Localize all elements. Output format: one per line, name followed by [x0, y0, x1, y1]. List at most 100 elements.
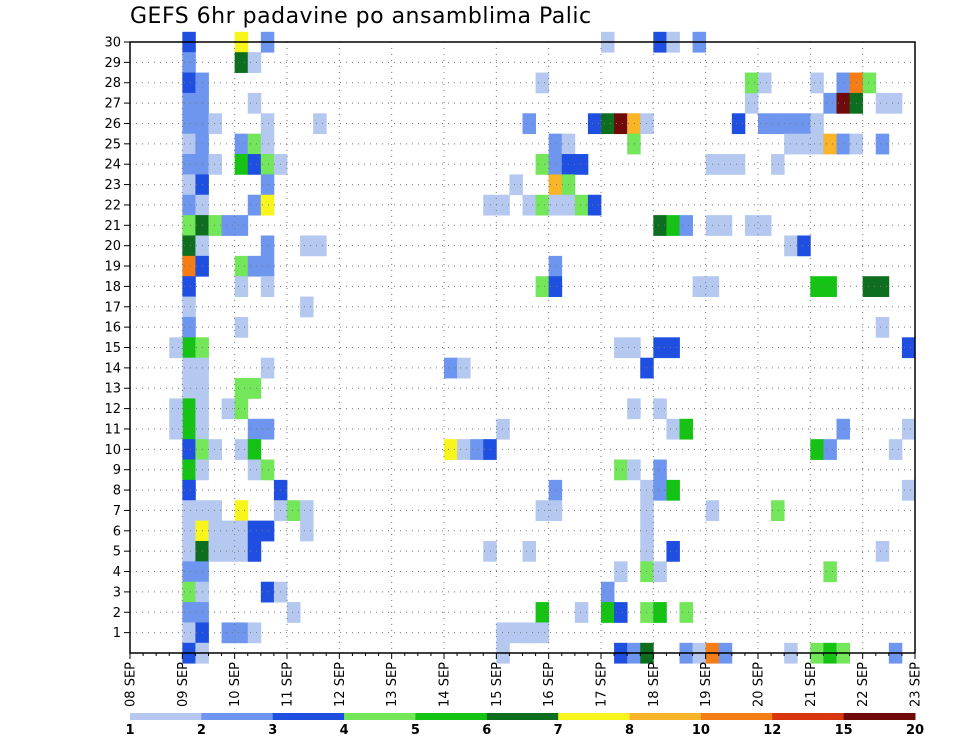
heatmap-cell: [601, 113, 615, 135]
heatmap-cell: [797, 113, 811, 135]
y-tick-label: 23: [104, 178, 121, 193]
x-axis-ticks: 08 SEP 09 SEP 10 SEP 11 SEP 12 SEP 13 SEP 14 S…: [124, 653, 924, 707]
heatmap-cell: [522, 194, 536, 216]
heatmap-cell: [260, 276, 275, 297]
colorbar-label: 8: [625, 723, 634, 738]
heatmap-cell: [260, 235, 275, 257]
heatmap-cell: [744, 72, 759, 94]
heatmap-cell: [247, 540, 262, 562]
heatmap-cell: [221, 540, 236, 562]
heatmap-cell: [169, 337, 183, 359]
heatmap-cell: [234, 540, 249, 562]
heatmap-cell: [169, 418, 183, 440]
heatmap-cell: [208, 154, 222, 175]
heatmap-cell: [718, 215, 733, 236]
heatmap-cell: [771, 113, 785, 135]
heatmap-cell: [587, 194, 602, 216]
heatmap-cell: [234, 378, 249, 399]
heatmap-cell: [169, 398, 183, 420]
y-tick-label: 25: [104, 137, 121, 152]
heatmap-cell: [836, 133, 850, 155]
heatmap-cell: [444, 357, 458, 379]
heatmap-cell: [836, 92, 850, 114]
heatmap-cell: [771, 154, 785, 175]
heatmap-cell: [535, 72, 550, 94]
heatmap-cell: [247, 154, 262, 175]
heatmap-cell: [901, 337, 916, 359]
heatmap-cell: [509, 622, 523, 644]
heatmap-cell: [666, 215, 680, 236]
heatmap-cell: [182, 520, 196, 542]
heatmap-cell: [888, 439, 903, 460]
heatmap-cell: [260, 255, 275, 277]
x-tick-label: 22 SEP: [856, 662, 871, 707]
heatmap-cell: [208, 215, 222, 236]
heatmap-cell: [287, 602, 301, 623]
colorbar-swatch: [415, 713, 488, 720]
heatmap-cell: [182, 92, 196, 114]
heatmap-cell: [260, 459, 275, 481]
heatmap-cell: [260, 133, 275, 155]
y-tick-label: 13: [104, 382, 121, 397]
heatmap-cell: [823, 92, 837, 114]
x-tick-label: 10 SEP: [228, 662, 243, 707]
heatmap-cell: [208, 520, 222, 542]
heatmap-cell: [653, 398, 667, 420]
heatmap-cell: [862, 72, 877, 94]
heatmap-cell: [221, 520, 236, 542]
heatmap-cell: [823, 439, 837, 460]
heatmap-cell: [221, 215, 236, 236]
colorbar-label: 6: [482, 723, 491, 738]
heatmap-cell: [457, 439, 471, 460]
heatmap-cell: [300, 500, 314, 522]
heatmap-cell: [888, 92, 903, 114]
heatmap-cell: [182, 337, 196, 359]
heatmap-cell: [614, 337, 628, 359]
heatmap-cell: [182, 459, 196, 481]
heatmap-cell: [234, 622, 249, 644]
heatmap-cell: [234, 154, 249, 175]
heatmap-cell: [444, 439, 458, 460]
heatmap-cell: [810, 276, 824, 297]
heatmap-cell: [810, 439, 824, 460]
heatmap-cell: [614, 113, 628, 135]
x-tick-label: 20 SEP: [752, 662, 767, 707]
heatmap-cell: [182, 479, 196, 501]
heatmap-cell: [483, 194, 497, 216]
heatmap-cell: [182, 602, 196, 623]
heatmap-cell: [182, 418, 196, 440]
y-tick-label: 30: [104, 36, 121, 51]
heatmap-cell: [548, 479, 563, 501]
heatmap-cell: [182, 561, 196, 583]
heatmap-cell: [509, 174, 523, 196]
y-tick-label: 6: [113, 524, 121, 539]
heatmap-cell: [234, 439, 249, 460]
heatmap-cell: [535, 602, 550, 623]
heatmap-cell: [182, 378, 196, 399]
heatmap-cell: [260, 174, 275, 196]
heatmap-cell: [313, 235, 327, 257]
heatmap-cell: [744, 92, 759, 114]
colorbar-swatch: [344, 713, 416, 720]
heatmap-cell: [718, 154, 733, 175]
colorbar-label: 20: [906, 723, 924, 738]
y-tick-label: 24: [104, 158, 121, 173]
heatmap-cell: [234, 316, 249, 338]
colorbar-swatch: [629, 713, 702, 720]
heatmap-cell: [247, 520, 262, 542]
heatmap-cell: [875, 540, 890, 562]
colorbar-swatch: [201, 713, 274, 720]
y-axis-ticks: 1234567891011121314151617181920212223242…: [104, 36, 130, 641]
heatmap-cell: [627, 459, 641, 481]
heatmap-cell: [496, 622, 510, 644]
heatmap-cell: [260, 154, 275, 175]
heatmap-cell: [823, 276, 837, 297]
heatmap-cell: [731, 113, 746, 135]
x-tick-label: 16 SEP: [542, 662, 557, 707]
heatmap-cell: [797, 235, 811, 257]
heatmap-cell: [535, 154, 550, 175]
x-tick-label: 15 SEP: [490, 662, 505, 707]
heatmap-cell: [823, 561, 837, 583]
heatmap-cell: [548, 133, 563, 155]
